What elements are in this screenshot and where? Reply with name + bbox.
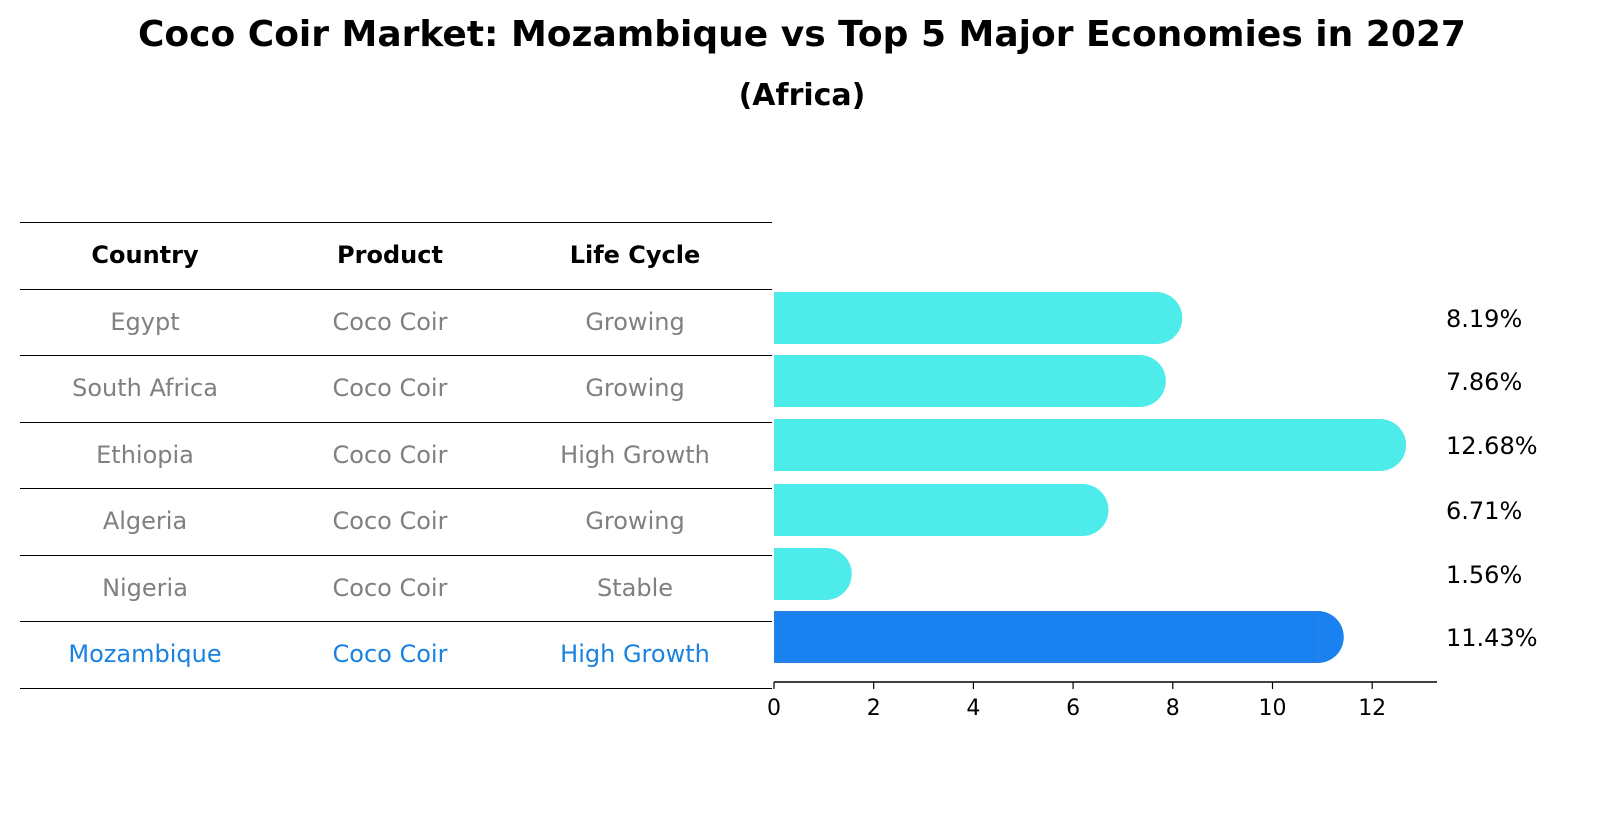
table-cell: Coco Coir [332, 507, 448, 535]
table-rule [20, 288, 772, 290]
bar [774, 484, 1083, 536]
chart-subtitle: (Africa) [738, 78, 866, 113]
table-cell: Growing [585, 307, 685, 336]
table-rule [20, 621, 772, 622]
x-tick-label: 12 [1358, 696, 1386, 721]
table-cell: Coco Coir [332, 573, 448, 602]
table-cell: Algeria [102, 507, 188, 535]
value-label: 7.86% [1446, 368, 1522, 396]
table-cell: Ethiopia [96, 440, 194, 469]
x-tick-label: 2 [867, 696, 881, 721]
table-cell: Coco Coir [332, 374, 448, 402]
table-header: Product [337, 241, 443, 269]
bar [774, 419, 1381, 471]
table-cell: High Growth [560, 440, 710, 469]
x-tick-label: 6 [1066, 696, 1080, 721]
table-cell: South Africa [72, 374, 218, 402]
table-header: Country [91, 241, 199, 269]
value-label: 1.56% [1446, 561, 1522, 589]
chart-title: Coco Coir Market: Mozambique vs Top 5 Ma… [138, 14, 1466, 55]
table-cell: Growing [585, 374, 685, 402]
bar-cap [1130, 292, 1183, 344]
x-tick-label: 10 [1258, 696, 1286, 721]
table-rule [20, 421, 772, 423]
value-label: 12.68% [1446, 432, 1538, 460]
table-rule [20, 355, 772, 356]
bar-cap [1113, 355, 1166, 407]
value-label: 6.71% [1446, 497, 1522, 525]
bar-cap [799, 548, 852, 600]
table-cell: Coco Coir [332, 307, 448, 336]
bar [774, 355, 1140, 407]
bar-cap [1056, 484, 1109, 536]
table-cell: Growing [585, 507, 685, 535]
bar [774, 611, 1318, 663]
table-cell: Stable [596, 573, 674, 602]
table-rule [20, 554, 772, 556]
table-cell: Coco Coir [332, 440, 448, 469]
value-label: 11.43% [1446, 624, 1538, 652]
table-header: Life Cycle [569, 241, 701, 269]
table-cell: Egypt [110, 307, 180, 336]
bar-cap [1354, 419, 1407, 471]
bar-highlight-outline [774, 611, 1320, 663]
value-label: 8.19% [1446, 305, 1522, 333]
table-cell-highlight: Mozambique [68, 640, 222, 668]
table-cell-highlight: High Growth [560, 640, 710, 668]
bar [774, 292, 1157, 344]
table-rule [20, 687, 772, 689]
table-cell-highlight: Coco Coir [332, 640, 448, 668]
table-rule [20, 222, 772, 223]
table-cell: Nigeria [102, 573, 188, 602]
x-tick-label: 4 [966, 696, 980, 721]
x-tick-label: 0 [767, 696, 781, 721]
table-rule [20, 488, 772, 489]
bar-cap [1291, 611, 1344, 663]
x-tick-label: 8 [1166, 696, 1180, 721]
